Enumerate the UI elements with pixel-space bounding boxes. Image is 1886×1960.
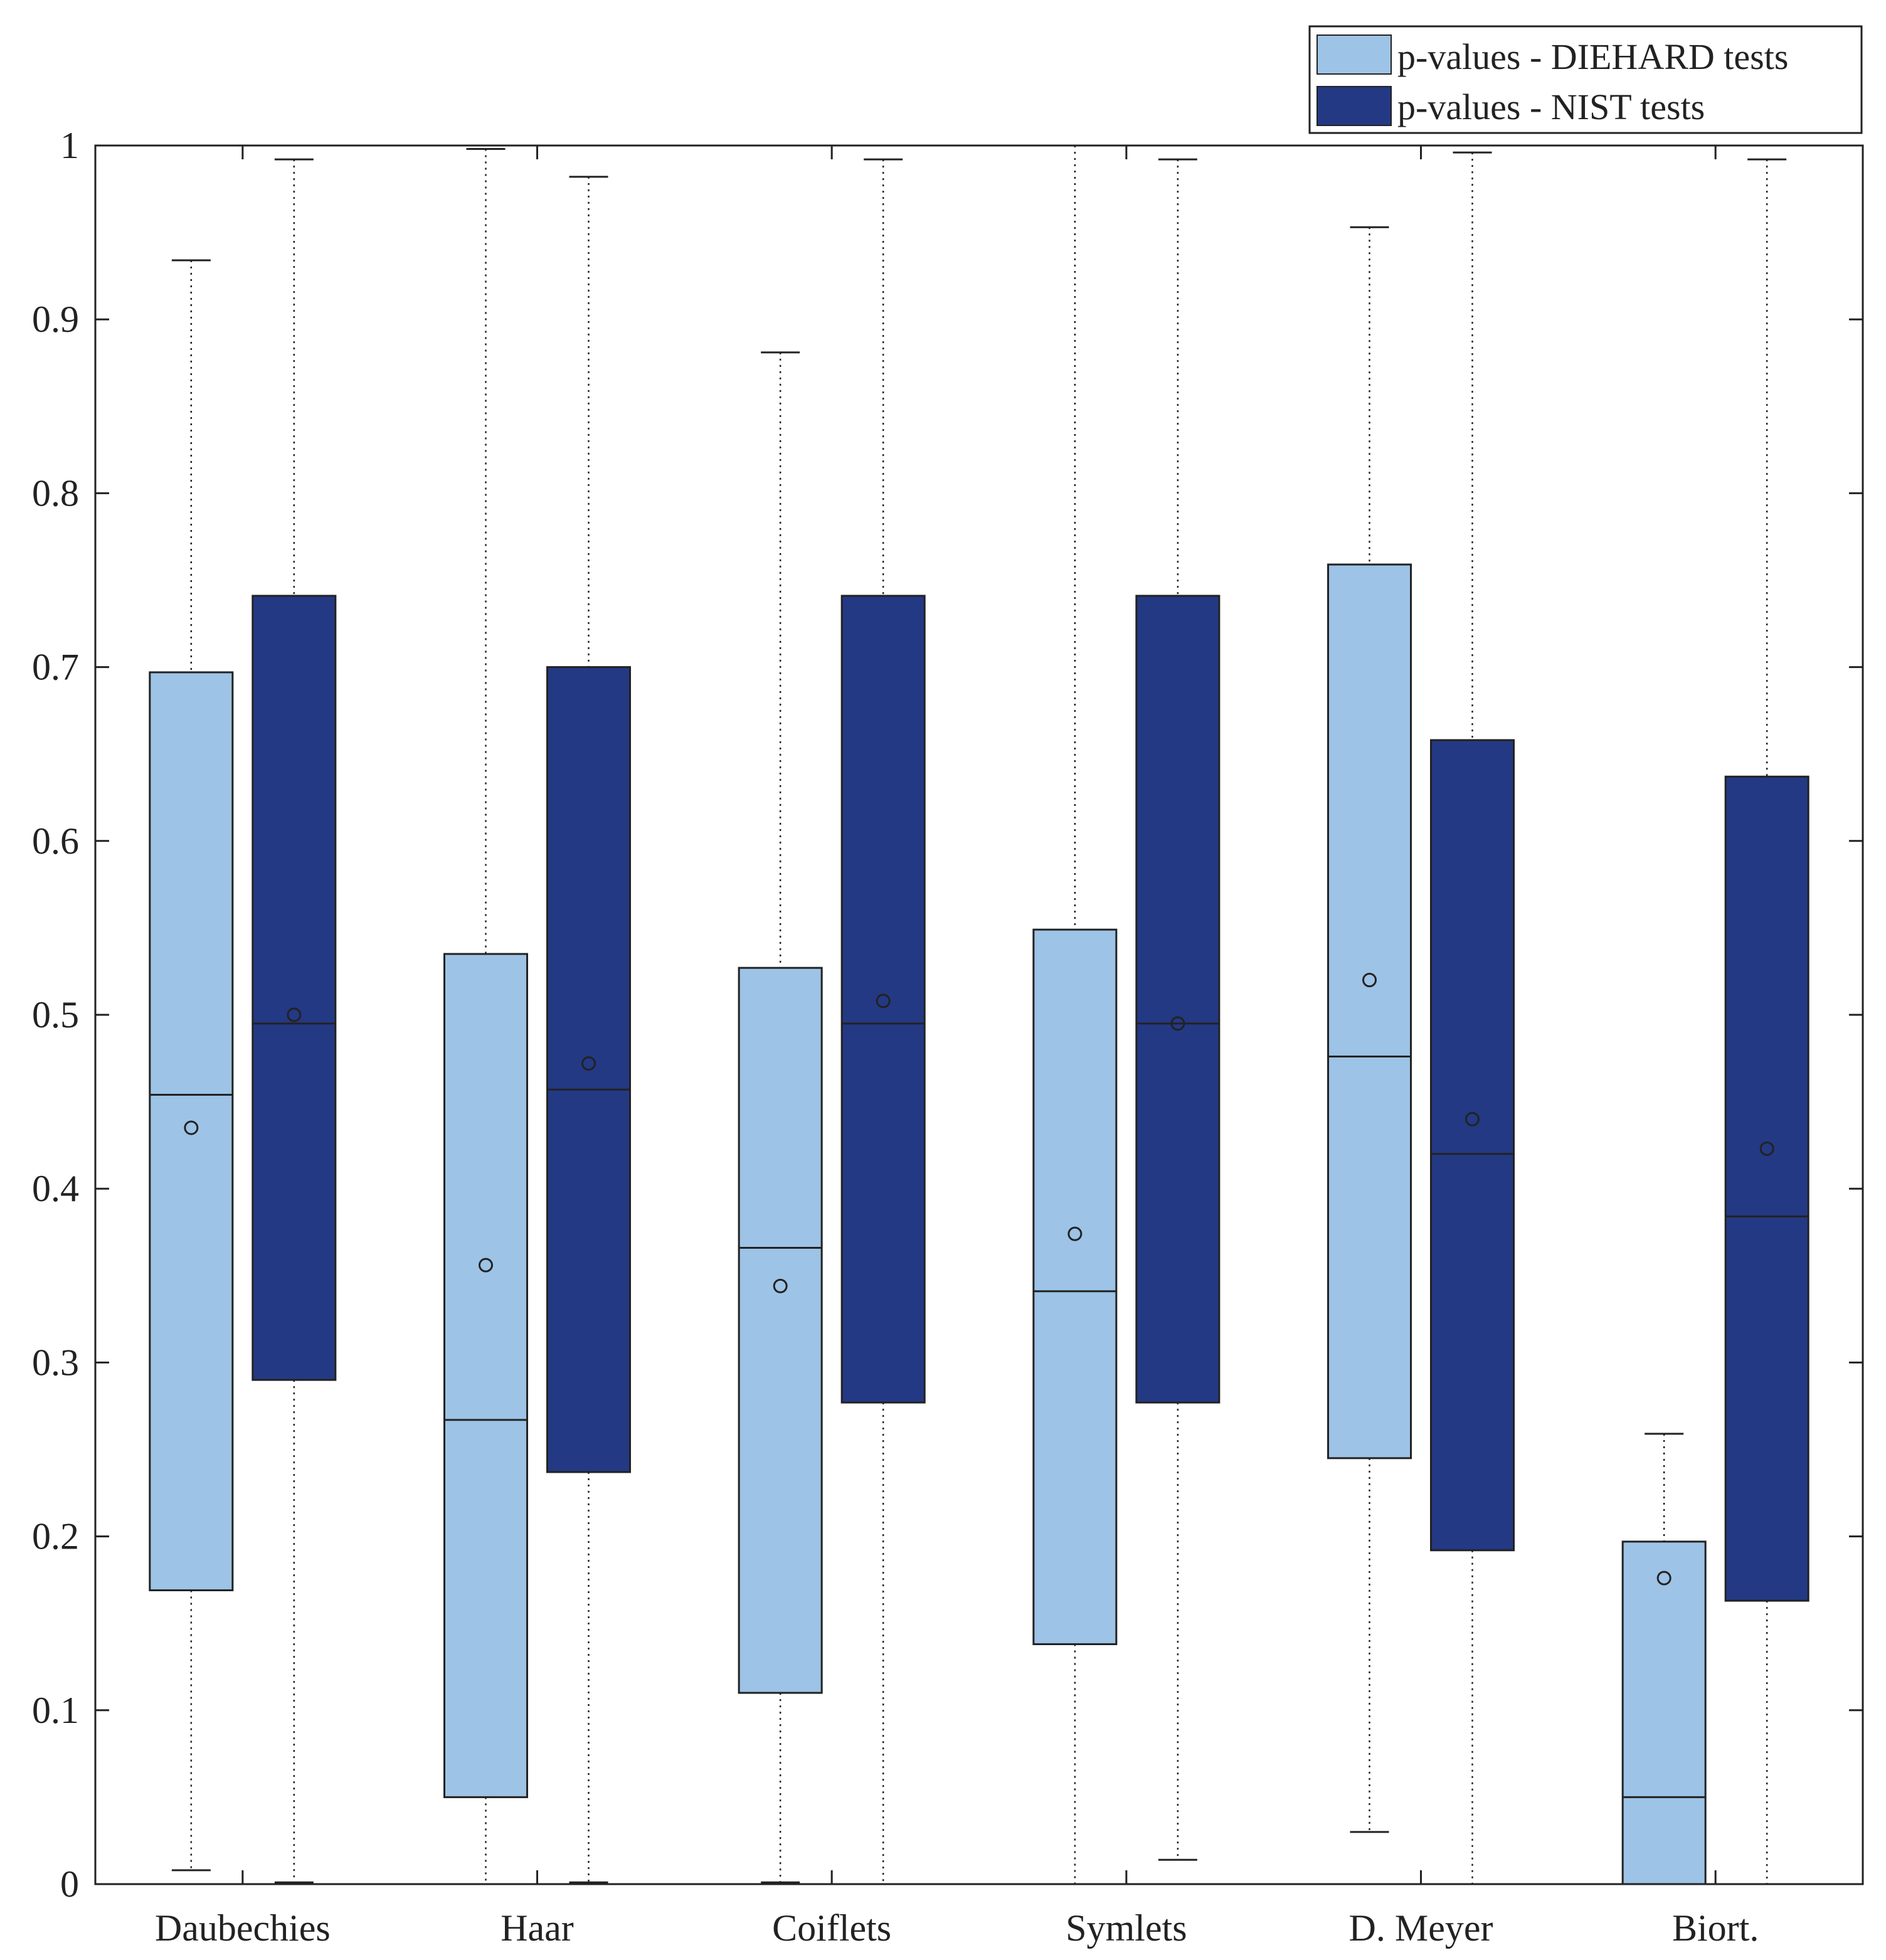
box-diehard-4 — [1327, 226, 1412, 1833]
y-tick-label: 0.3 — [32, 1342, 79, 1383]
box-iqr — [1327, 563, 1412, 1459]
y-axis: 0 0.1 0.2 0.3 0.4 0.5 0.6 0.7 0.8 0.9 1 — [32, 125, 1863, 1905]
x-tick-label: Biort. — [1672, 1907, 1759, 1949]
box-diehard-2 — [738, 351, 823, 1883]
mean-marker — [1656, 1571, 1671, 1586]
legend-swatch-diehard — [1316, 34, 1392, 75]
y-tick-label: 0.8 — [32, 472, 79, 514]
x-tick-label: D. Meyer — [1349, 1907, 1493, 1949]
y-tick-label: 0.4 — [32, 1168, 79, 1209]
box-diehard-5 — [1621, 1433, 1707, 1885]
box-nist-2 — [840, 158, 926, 1885]
box-iqr — [149, 671, 234, 1592]
box-iqr — [443, 953, 528, 1798]
mean-marker — [1465, 1111, 1480, 1126]
y-tick-label: 0.1 — [32, 1690, 79, 1731]
mean-marker — [287, 1007, 302, 1022]
y-tick-label: 0.5 — [32, 994, 79, 1036]
legend-label-nist: p-values - NIST tests — [1397, 87, 1705, 127]
x-tick-label: Daubechies — [155, 1907, 331, 1949]
y-tick-label: 0 — [60, 1863, 79, 1905]
y-tick-label: 0.9 — [32, 299, 79, 340]
box-iqr — [1135, 595, 1221, 1404]
box-nist-1 — [546, 176, 631, 1883]
y-tick-label: 0.6 — [32, 820, 79, 862]
x-tick-label: Haar — [501, 1907, 574, 1949]
mean-marker — [479, 1258, 493, 1273]
mean-marker — [184, 1120, 199, 1135]
x-axis: Daubechies Haar Coiflets Symlets D. Meyer Bio… — [155, 146, 1759, 1949]
box-iqr — [1032, 928, 1118, 1645]
x-tick-label: Symlets — [1066, 1907, 1187, 1949]
legend: p-values - DIEHARD tests p-values - NIST… — [1308, 25, 1863, 134]
box-diehard-0 — [149, 259, 234, 1872]
mean-marker — [1170, 1016, 1185, 1031]
mean-marker — [876, 993, 891, 1009]
box-iqr — [840, 595, 926, 1404]
mean-marker — [1067, 1226, 1083, 1241]
box-nist-4 — [1430, 151, 1515, 1885]
box-diehard-1 — [443, 148, 528, 1885]
mean-marker — [1362, 973, 1377, 988]
y-tick-label: 1 — [60, 125, 79, 166]
legend-swatch-nist — [1316, 86, 1392, 126]
box-nist-5 — [1724, 158, 1809, 1885]
box-iqr — [1621, 1540, 1707, 1885]
x-tick-label: Coiflets — [772, 1907, 891, 1949]
box-iqr — [1724, 775, 1809, 1602]
box-iqr — [1430, 739, 1515, 1552]
box-diehard-3 — [1032, 144, 1118, 1885]
y-tick-label: 0.2 — [32, 1516, 79, 1557]
mean-marker — [1759, 1141, 1774, 1156]
box-nist-3 — [1135, 158, 1221, 1861]
mean-marker — [773, 1278, 788, 1293]
mean-marker — [581, 1056, 596, 1071]
box-series — [149, 144, 1809, 1885]
y-tick-label: 0.7 — [32, 647, 79, 688]
legend-label-diehard: p-values - DIEHARD tests — [1397, 36, 1788, 77]
box-iqr — [252, 595, 337, 1381]
box-nist-0 — [252, 158, 337, 1883]
legend-frame — [1308, 25, 1863, 134]
box-iqr — [738, 967, 823, 1694]
